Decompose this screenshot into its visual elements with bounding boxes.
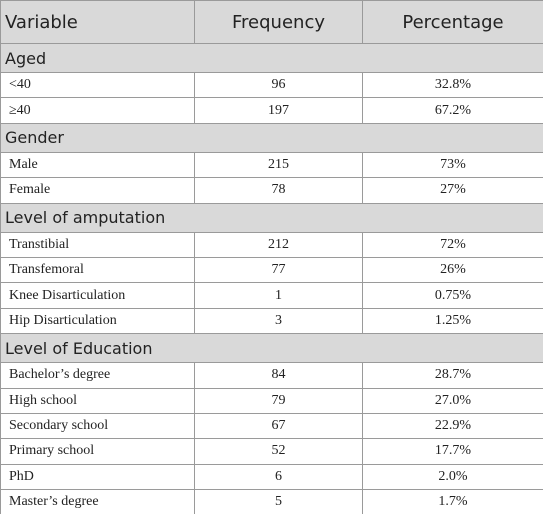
row-label: Transtibial [0,231,195,258]
frequency-cell: 6 [194,463,363,491]
percentage-cell: 28.7% [362,362,543,389]
data-row: PhD 6 2.0% [0,463,543,491]
percentage-cell: 0.75% [362,282,543,309]
header-cell: Percentage [362,0,543,44]
section-title: Gender [0,122,543,153]
row-label: High school [0,387,195,414]
frequency-cell: 212 [194,231,363,258]
data-row: <40 96 32.8% [0,71,543,99]
percentage-cell: 72% [362,231,543,258]
percentage-cell: 73% [362,151,543,179]
row-label: Secondary school [0,412,195,440]
frequency-cell: 197 [194,97,363,124]
section-row: Aged [0,43,543,73]
frequency-cell: 78 [194,177,363,204]
percentage-cell: 27.0% [362,387,543,414]
data-row: ≥40 197 67.2% [0,97,543,124]
frequency-cell: 84 [194,362,363,389]
frequency-cell: 52 [194,438,363,465]
percentage-cell: 67.2% [362,97,543,124]
data-row: Bachelor’s degree 84 28.7% [0,362,543,389]
section-row: Gender [0,122,543,153]
header-cell: Frequency [194,0,363,44]
data-row: Knee Disarticulation 1 0.75% [0,282,543,309]
row-label: Female [0,177,195,204]
row-label: Transfemoral [0,256,195,284]
frequency-cell: 67 [194,412,363,440]
percentage-cell: 1.25% [362,307,543,335]
row-label: Primary school [0,438,195,465]
data-row: Transfemoral 77 26% [0,256,543,284]
percentage-cell: 32.8% [362,71,543,99]
percentage-cell: 22.9% [362,412,543,440]
data-row: Master’s degree 5 1.7% [0,489,543,514]
percentage-cell: 17.7% [362,438,543,465]
header-cell: Variable [0,0,195,44]
data-row: Primary school 52 17.7% [0,438,543,465]
row-label: Male [0,151,195,179]
section-row: Level of amputation [0,202,543,233]
row-label: PhD [0,463,195,491]
frequency-cell: 5 [194,489,363,514]
header-row: Variable Frequency Percentage [0,0,543,44]
frequency-cell: 77 [194,256,363,284]
frequency-cell: 1 [194,282,363,309]
data-row: Secondary school 67 22.9% [0,412,543,440]
data-row: High school 79 27.0% [0,387,543,414]
data-row: Male 215 73% [0,151,543,179]
frequency-cell: 3 [194,307,363,335]
row-label: Hip Disarticulation [0,307,195,335]
percentage-cell: 1.7% [362,489,543,514]
section-title: Level of Education [0,333,543,364]
percentage-cell: 2.0% [362,463,543,491]
row-label: <40 [0,71,195,99]
row-label: Bachelor’s degree [0,362,195,389]
section-title: Level of amputation [0,202,543,233]
row-label: Knee Disarticulation [0,282,195,309]
row-label: ≥40 [0,97,195,124]
percentage-cell: 27% [362,177,543,204]
data-row: Female 78 27% [0,177,543,204]
data-row: Hip Disarticulation 3 1.25% [0,307,543,335]
frequency-cell: 96 [194,71,363,99]
section-row: Level of Education [0,333,543,364]
section-title: Aged [0,43,543,73]
data-row: Transtibial 212 72% [0,231,543,258]
frequency-cell: 215 [194,151,363,179]
percentage-cell: 26% [362,256,543,284]
frequency-cell: 79 [194,387,363,414]
row-label: Master’s degree [0,489,195,514]
